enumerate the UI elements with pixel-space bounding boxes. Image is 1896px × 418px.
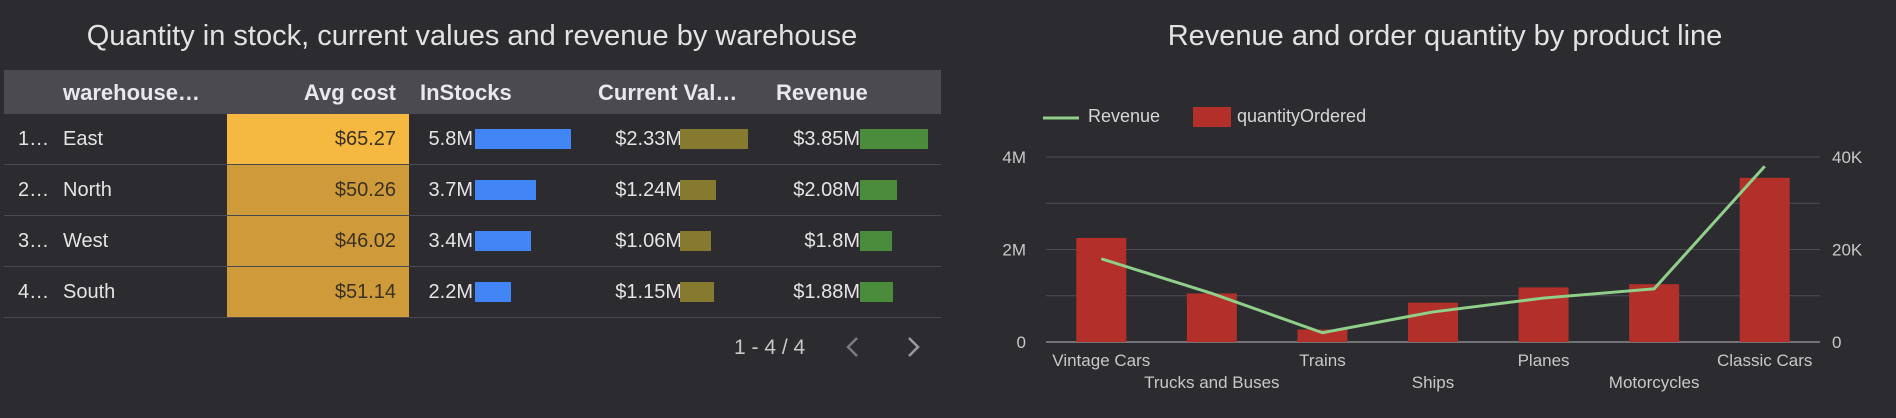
left-axis-tick: 0 xyxy=(1017,333,1026,352)
avg-cost-cell: $65.27 xyxy=(334,128,396,150)
revenue-cell: $2.08M xyxy=(793,179,860,201)
chevron-right-icon xyxy=(908,337,920,357)
revenue-legend-label: Revenue xyxy=(1088,106,1161,126)
revenue-cell: $1.88M xyxy=(793,281,860,303)
quantity-bar xyxy=(1739,177,1790,342)
x-axis-label: Trucks and Buses xyxy=(1144,373,1279,392)
row-index: 1… xyxy=(18,128,50,150)
current-value-cell: $2.33M xyxy=(615,128,682,150)
next-page-button[interactable] xyxy=(900,332,926,362)
warehouse-cell: East xyxy=(63,128,104,150)
avg-cost-cell: $46.02 xyxy=(334,230,396,252)
table-row[interactable]: 1… East $65.27 5.8M $2.33M $3.85M xyxy=(4,114,941,165)
avg-cost-heat-cell xyxy=(227,216,409,266)
x-axis-label: Motorcycles xyxy=(1609,373,1700,392)
x-axis-label: Ships xyxy=(1412,373,1455,392)
revenue-bar xyxy=(860,180,897,200)
revenue-legend-swatch xyxy=(1043,116,1079,120)
revenue-cell: $1.8M xyxy=(804,230,860,252)
table-row[interactable]: 2… North $50.26 3.7M $1.24M $2.08M xyxy=(4,165,941,216)
quantity-legend-swatch xyxy=(1193,107,1231,127)
instocks-cell: 2.2M xyxy=(428,281,473,303)
quantity-legend-label: quantityOrdered xyxy=(1237,106,1367,126)
revenue-bar xyxy=(860,231,892,251)
col-current-value-header[interactable]: Current Val… xyxy=(598,80,738,105)
quantity-bar xyxy=(1076,237,1127,342)
table-body: 1… East $65.27 5.8M $2.33M $3.85M 2… North $50.2… xyxy=(4,114,941,318)
table-row[interactable]: 3… West $46.02 3.4M $1.06M $1.8M xyxy=(4,216,941,267)
current-value-bar xyxy=(680,282,714,302)
avg-cost-heat-cell xyxy=(227,267,409,317)
instocks-cell: 3.7M xyxy=(428,179,473,201)
left-axis-tick: 4M xyxy=(1002,148,1026,167)
quantity-bar xyxy=(1186,293,1237,342)
revenue-cell: $3.85M xyxy=(793,128,860,150)
quantity-bar xyxy=(1629,284,1680,342)
table-title: Quantity in stock, current values and re… xyxy=(86,20,858,52)
quantity-bar xyxy=(1297,329,1348,342)
right-axis-tick: 20K xyxy=(1832,241,1863,260)
row-index: 4… xyxy=(18,281,50,303)
instocks-bar xyxy=(475,180,537,200)
current-value-cell: $1.15M xyxy=(615,281,682,303)
prev-page-button[interactable] xyxy=(840,332,866,362)
warehouse-cell: North xyxy=(63,179,112,201)
current-value-cell: $1.06M xyxy=(615,230,682,252)
avg-cost-cell: $51.14 xyxy=(334,281,396,303)
current-value-bar xyxy=(680,180,717,200)
current-value-bar xyxy=(680,231,711,251)
chevron-left-icon xyxy=(846,337,858,357)
col-avg-cost-header[interactable]: Avg cost xyxy=(303,80,396,105)
chart-title: Revenue and order quantity by product li… xyxy=(1167,20,1723,52)
instocks-cell: 3.4M xyxy=(428,230,473,252)
x-axis-label: Vintage Cars xyxy=(1052,351,1150,370)
warehouse-table: warehouse… Avg cost InStocks Current Val… xyxy=(4,70,941,318)
revenue-quantity-chart: 0 2M 4M 0 20K 40K Vintage Cars Trucks and Buses… xyxy=(1002,148,1863,392)
avg-cost-cell: $50.26 xyxy=(334,179,396,201)
revenue-bar xyxy=(860,282,894,302)
avg-cost-heat-cell xyxy=(227,114,409,164)
warehouse-cell: West xyxy=(63,230,109,252)
current-value-bar xyxy=(680,129,748,149)
warehouse-cell: South xyxy=(63,281,116,303)
instocks-bar xyxy=(475,282,512,302)
col-revenue-header[interactable]: Revenue xyxy=(776,80,868,105)
row-index: 2… xyxy=(18,179,50,201)
table-row[interactable]: 4… South $51.14 2.2M $1.15M $1.88M xyxy=(4,267,941,318)
left-axis-tick: 2M xyxy=(1002,241,1026,260)
x-axis-label: Trains xyxy=(1299,351,1346,370)
x-axis-label: Planes xyxy=(1518,351,1570,370)
instocks-cell: 5.8M xyxy=(428,128,473,150)
table-header: warehouse… Avg cost InStocks Current Val… xyxy=(4,70,941,114)
col-warehouse-header[interactable]: warehouse… xyxy=(63,80,200,105)
avg-cost-heat-cell xyxy=(227,165,409,215)
x-axis-label: Classic Cars xyxy=(1717,351,1812,370)
pagination-label: 1 - 4 / 4 xyxy=(734,336,806,359)
instocks-bar xyxy=(475,231,532,251)
right-axis-tick: 40K xyxy=(1832,148,1863,167)
revenue-bar xyxy=(860,129,928,149)
right-axis-tick: 0 xyxy=(1832,333,1841,352)
row-index: 3… xyxy=(18,230,50,252)
current-value-cell: $1.24M xyxy=(615,179,682,201)
col-instocks-header[interactable]: InStocks xyxy=(420,80,512,105)
instocks-bar xyxy=(475,129,571,149)
